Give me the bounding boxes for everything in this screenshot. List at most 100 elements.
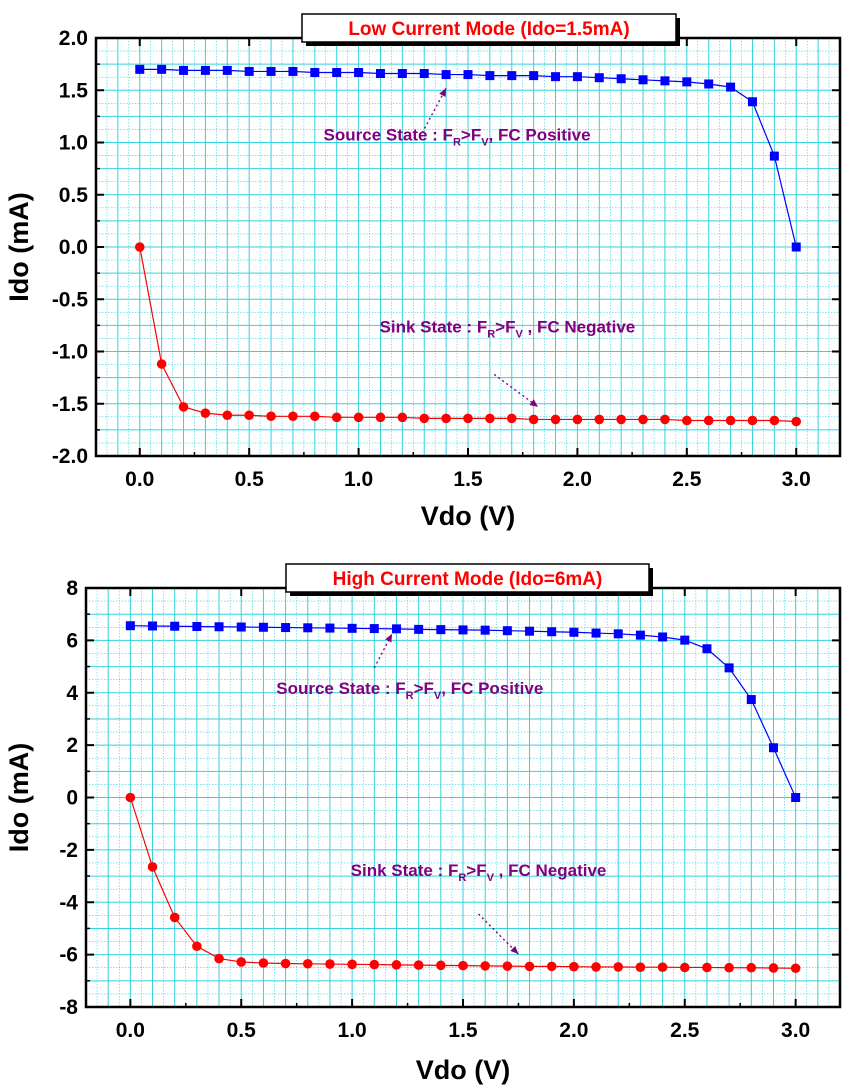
data-point-square <box>551 72 561 82</box>
annotation-1: Source State : FR>FV, FC Positive <box>324 87 591 148</box>
data-point-square <box>702 644 712 654</box>
chart-2: 0.0 0.5 1.0 1.5 2.0 2.5 3.0 8 6 4 2 0 -2 -4 -6 -8 Vdo (V… <box>4 563 842 1085</box>
x-tick-label: 1.0 <box>344 468 373 491</box>
data-point-circle <box>569 961 579 972</box>
data-point-square <box>569 627 579 637</box>
annotation-text: Sink State : FR>FV , FC Negative <box>351 861 607 884</box>
data-point-circle <box>724 962 734 973</box>
y-axis-title: Ido (mA) <box>4 192 34 301</box>
data-point-circle <box>375 412 386 423</box>
series-sink <box>125 792 801 974</box>
y-tick-label: -1.5 <box>52 393 89 416</box>
chart-title: High Current Mode (Ido=6mA) <box>333 569 603 590</box>
x-axis: 0.0 0.5 1.0 1.5 2.0 2.5 3.0 <box>116 588 810 1042</box>
data-point-square <box>680 635 690 645</box>
data-point-circle <box>657 962 668 972</box>
y-tick-label: 4 <box>66 682 78 705</box>
data-point-circle <box>441 413 451 424</box>
y-tick-label: 1.5 <box>59 79 89 102</box>
x-tick-label: 2.0 <box>559 1019 588 1042</box>
data-point-circle <box>258 958 269 968</box>
data-point-square <box>747 97 757 107</box>
x-tick-label: 0.5 <box>227 1019 257 1042</box>
annotation-text: Sink State : FR>FV , FC Negative <box>380 318 636 341</box>
x-tick-label: 0.5 <box>235 468 265 491</box>
data-point-square <box>325 623 335 633</box>
y-tick-label: 0.5 <box>59 184 89 207</box>
y-tick-label: -0.5 <box>52 288 89 311</box>
data-point-square <box>391 624 401 634</box>
y-tick-label: 2 <box>66 734 78 757</box>
annotation-text: Source State : FR>FV, FC Positive <box>276 679 543 702</box>
data-point-circle <box>524 961 535 972</box>
y-axis-title: Ido (mA) <box>4 743 34 852</box>
data-point-square <box>529 71 539 81</box>
data-point-circle <box>244 410 254 421</box>
data-point-square <box>591 628 601 638</box>
x-tick-label: 2.0 <box>563 468 592 491</box>
data-point-circle <box>280 958 291 969</box>
data-point-square <box>419 69 429 79</box>
title-box <box>285 563 650 593</box>
data-point-circle <box>369 959 380 970</box>
annotation-text: Source State : FR>FV, FC Positive <box>324 125 591 148</box>
data-point-square <box>266 66 276 76</box>
annotation-arrowhead <box>439 88 447 97</box>
data-point-square <box>682 77 692 87</box>
data-point-square <box>135 64 145 74</box>
annotation-2: Sink State : FR>FV , FC Negative <box>380 318 636 408</box>
data-point-square <box>507 71 517 81</box>
data-point-circle <box>660 414 670 425</box>
annotation-arrow <box>493 373 539 408</box>
data-point-square <box>192 621 202 631</box>
data-point-square <box>480 625 490 635</box>
y-tick-label: 6 <box>66 629 78 652</box>
data-point-circle <box>635 962 646 972</box>
data-point-circle <box>768 963 779 973</box>
data-point-circle <box>682 415 692 426</box>
data-point-circle <box>747 415 758 426</box>
x-tick-label: 3.0 <box>781 1019 810 1042</box>
data-point-square <box>258 622 268 632</box>
data-point-square <box>616 74 626 84</box>
data-point-square <box>572 72 582 82</box>
annotation-arrowhead <box>510 945 519 955</box>
data-point-square <box>397 69 407 79</box>
data-point-square <box>310 67 320 77</box>
data-point-circle <box>178 402 189 412</box>
data-point-square <box>222 65 232 75</box>
data-point-circle <box>594 414 605 425</box>
x-axis-title: Vdo (V) <box>416 1055 511 1085</box>
data-point-square <box>244 66 254 76</box>
data-point-square <box>200 65 210 75</box>
data-point-circle <box>200 408 211 418</box>
data-point-square <box>746 695 756 705</box>
data-point-square <box>525 626 535 636</box>
data-point-circle <box>506 413 517 424</box>
data-point-circle <box>302 958 313 969</box>
data-point-square <box>485 71 495 81</box>
data-point-circle <box>546 961 557 972</box>
title-box <box>301 13 677 43</box>
data-point-square <box>768 743 778 753</box>
data-point-circle <box>679 962 690 973</box>
x-tick-label: 1.5 <box>453 468 483 491</box>
data-point-square <box>594 73 604 83</box>
data-point-circle <box>222 410 233 421</box>
data-point-circle <box>591 962 601 972</box>
data-point-square <box>704 79 714 89</box>
data-point-circle <box>353 412 364 423</box>
data-point-square <box>125 621 135 631</box>
data-point-circle <box>485 413 495 424</box>
data-point-square <box>502 626 512 636</box>
data-point-circle <box>214 953 224 964</box>
x-tick-label: 1.0 <box>338 1019 367 1042</box>
data-point-circle <box>236 957 247 967</box>
data-point-square <box>724 663 734 673</box>
data-point-square <box>635 630 645 640</box>
y-tick-label: -8 <box>59 996 78 1019</box>
data-point-circle <box>746 962 757 973</box>
data-point-square <box>281 623 291 633</box>
data-point-circle <box>266 411 276 422</box>
series-source <box>135 64 801 252</box>
